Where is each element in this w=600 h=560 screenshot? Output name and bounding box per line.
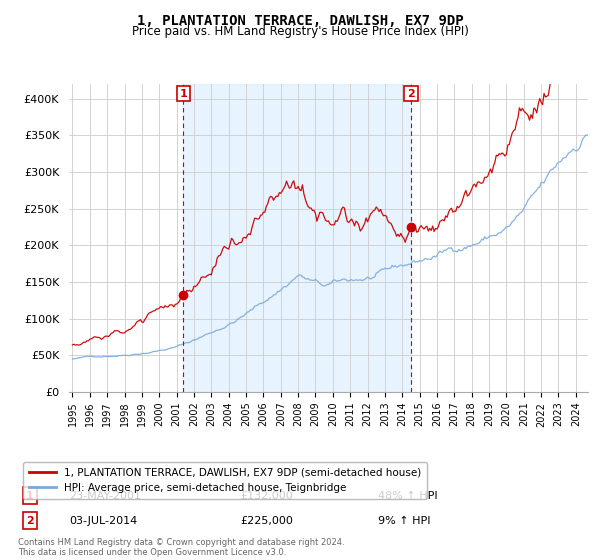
Text: 9% ↑ HPI: 9% ↑ HPI	[378, 516, 431, 526]
Text: Price paid vs. HM Land Registry's House Price Index (HPI): Price paid vs. HM Land Registry's House …	[131, 25, 469, 38]
Text: 48% ↑ HPI: 48% ↑ HPI	[378, 491, 437, 501]
Bar	[183, 84, 411, 392]
Legend: 1, PLANTATION TERRACE, DAWLISH, EX7 9DP (semi-detached house), HPI: Average pric: 1, PLANTATION TERRACE, DAWLISH, EX7 9DP …	[23, 461, 427, 500]
Text: £225,000: £225,000	[240, 516, 293, 526]
Text: 2: 2	[26, 516, 34, 526]
Text: 23-MAY-2001: 23-MAY-2001	[69, 491, 141, 501]
Text: £132,000: £132,000	[240, 491, 293, 501]
Text: 2: 2	[407, 88, 415, 99]
Text: 1, PLANTATION TERRACE, DAWLISH, EX7 9DP: 1, PLANTATION TERRACE, DAWLISH, EX7 9DP	[137, 14, 463, 28]
Text: Contains HM Land Registry data © Crown copyright and database right 2024.
This d: Contains HM Land Registry data © Crown c…	[18, 538, 344, 557]
Text: 1: 1	[26, 491, 34, 501]
Text: 03-JUL-2014: 03-JUL-2014	[69, 516, 137, 526]
Text: 1: 1	[179, 88, 187, 99]
